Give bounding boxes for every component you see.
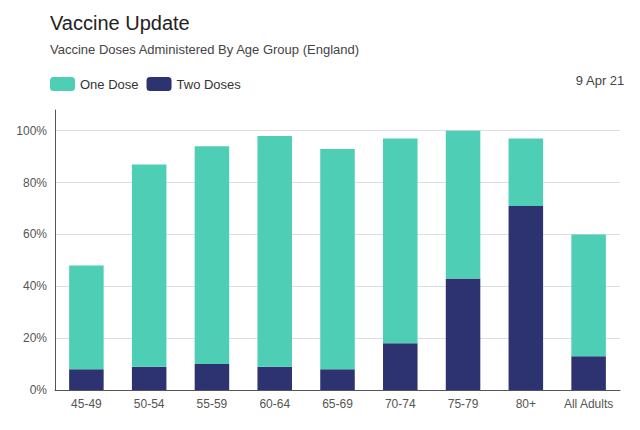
svg-text:100%: 100% <box>16 124 47 138</box>
svg-text:75-79: 75-79 <box>448 397 479 411</box>
svg-text:55-59: 55-59 <box>197 397 228 411</box>
svg-text:Two Doses: Two Doses <box>177 77 242 92</box>
svg-text:20%: 20% <box>23 331 47 345</box>
svg-text:9 Apr 21: 9 Apr 21 <box>576 73 624 88</box>
svg-text:80%: 80% <box>23 176 47 190</box>
svg-text:60%: 60% <box>23 227 47 241</box>
svg-text:Vaccine Update: Vaccine Update <box>50 12 190 34</box>
svg-text:45-49: 45-49 <box>71 397 102 411</box>
svg-text:40%: 40% <box>23 279 47 293</box>
svg-text:60-64: 60-64 <box>259 397 290 411</box>
svg-text:65-69: 65-69 <box>322 397 353 411</box>
svg-text:All Adults: All Adults <box>564 397 613 411</box>
svg-text:0%: 0% <box>30 383 48 397</box>
svg-text:70-74: 70-74 <box>385 397 416 411</box>
svg-text:80+: 80+ <box>516 397 536 411</box>
svg-text:Vaccine Doses Administered By: Vaccine Doses Administered By Age Group … <box>50 42 359 57</box>
svg-text:One Dose: One Dose <box>80 77 139 92</box>
svg-text:50-54: 50-54 <box>134 397 165 411</box>
